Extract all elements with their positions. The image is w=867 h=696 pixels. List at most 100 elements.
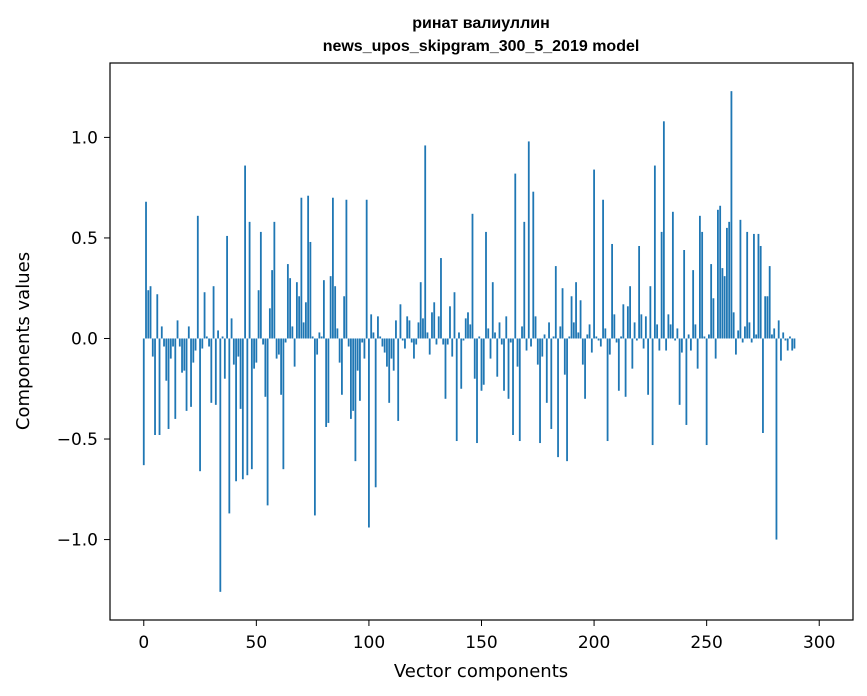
- bar: [169, 338, 172, 359]
- bar: [176, 320, 179, 339]
- bar: [791, 338, 794, 351]
- bar: [588, 324, 591, 339]
- bar: [415, 338, 418, 345]
- bar: [442, 338, 445, 345]
- bar: [230, 318, 233, 339]
- x-tick-label: 50: [246, 633, 268, 653]
- bar: [446, 338, 449, 345]
- bar: [581, 338, 584, 365]
- y-tick-label: 0.5: [71, 229, 98, 249]
- bar: [334, 286, 337, 339]
- bar: [172, 338, 174, 347]
- bar: [757, 233, 760, 339]
- bar: [726, 227, 728, 339]
- x-tick-label: 100: [353, 633, 385, 653]
- bar: [712, 298, 715, 339]
- bar: [764, 296, 767, 339]
- bar: [322, 280, 325, 339]
- bar: [318, 332, 321, 339]
- bar: [347, 338, 350, 347]
- bar: [298, 296, 301, 339]
- bar: [714, 338, 717, 359]
- bar: [325, 338, 328, 427]
- bar: [208, 338, 210, 347]
- bar: [775, 338, 778, 540]
- bar-series: [142, 91, 796, 592]
- bar: [372, 332, 375, 339]
- bar: [671, 211, 674, 339]
- bar: [433, 302, 436, 339]
- bar: [390, 338, 393, 359]
- bar: [523, 221, 526, 339]
- bar: [599, 338, 602, 347]
- bar: [462, 338, 465, 341]
- bar: [642, 338, 645, 349]
- bar: [165, 338, 168, 381]
- bar: [354, 338, 357, 462]
- bar: [550, 338, 553, 429]
- bar: [545, 338, 548, 403]
- bar: [762, 338, 764, 433]
- bar: [561, 288, 564, 339]
- bar: [352, 338, 355, 411]
- bar: [766, 296, 769, 339]
- bar: [516, 338, 519, 367]
- bar: [214, 338, 217, 405]
- bar: [554, 266, 557, 339]
- bar: [780, 338, 782, 361]
- bar: [575, 282, 577, 339]
- bar: [719, 205, 722, 339]
- bar: [273, 221, 276, 339]
- bar: [699, 215, 701, 339]
- bar: [183, 338, 186, 371]
- bar: [494, 332, 496, 339]
- bar: [228, 338, 231, 514]
- bar: [746, 231, 749, 339]
- bar: [759, 245, 762, 339]
- bar: [678, 338, 681, 405]
- y-tick-label: 1.0: [71, 128, 98, 148]
- bar: [284, 338, 287, 343]
- bar: [674, 338, 677, 341]
- bar: [771, 334, 773, 339]
- bar: [744, 326, 746, 339]
- bar: [464, 318, 467, 339]
- bar: [187, 326, 190, 339]
- bar: [485, 231, 487, 339]
- bar: [408, 320, 411, 339]
- bar: [755, 334, 758, 339]
- bar: [611, 243, 613, 339]
- bar: [280, 338, 283, 395]
- bar: [557, 338, 559, 458]
- bar: [512, 338, 514, 435]
- bar: [469, 324, 472, 339]
- bar: [178, 338, 181, 347]
- bar: [480, 338, 483, 391]
- bar: [710, 264, 713, 339]
- bar: [753, 233, 755, 339]
- bar: [626, 306, 629, 339]
- bar: [568, 336, 571, 339]
- bar: [653, 165, 656, 339]
- bar: [205, 336, 208, 339]
- bar: [750, 338, 753, 343]
- bar: [595, 336, 598, 339]
- bar: [392, 338, 395, 371]
- x-tick-label: 250: [690, 633, 722, 653]
- bar: [154, 338, 156, 435]
- bar: [210, 338, 213, 403]
- bar: [359, 338, 361, 401]
- bar: [329, 276, 332, 339]
- bar: [548, 322, 550, 339]
- bar: [388, 338, 391, 403]
- bar: [543, 334, 546, 339]
- bar: [633, 322, 636, 339]
- bar: [257, 290, 260, 339]
- bar: [235, 338, 237, 482]
- bar: [313, 338, 316, 516]
- bar: [577, 332, 580, 339]
- bar: [259, 231, 262, 339]
- bar: [741, 338, 744, 343]
- bar: [192, 338, 195, 363]
- bar: [212, 286, 215, 339]
